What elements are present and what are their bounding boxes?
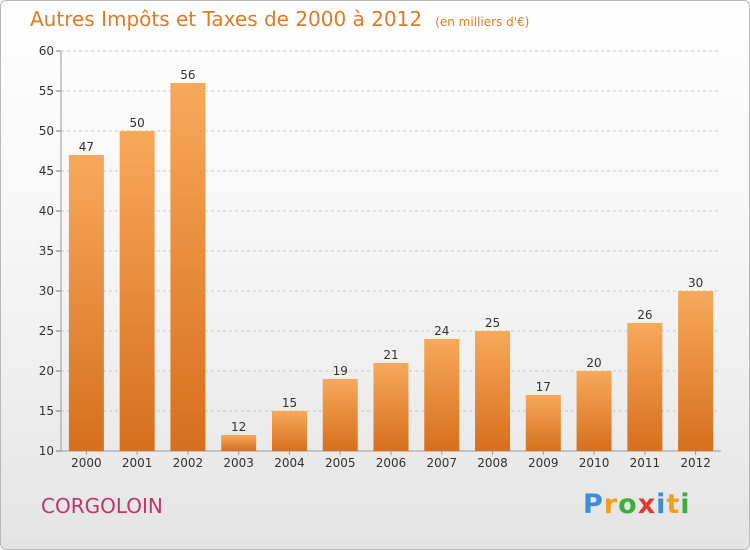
data-label: 50: [130, 116, 145, 130]
logo-letter: x: [637, 489, 657, 520]
data-label: 47: [79, 140, 94, 154]
y-tick-label: 50: [39, 124, 54, 138]
x-tick-label: 2007: [426, 456, 457, 470]
chart-title: Autres Impôts et Taxes de 2000 à 2012: [30, 7, 423, 31]
logo-letter: o: [618, 489, 638, 520]
y-tick-label: 35: [39, 244, 54, 258]
x-tick-label: 2005: [325, 456, 356, 470]
y-tick-label: 25: [39, 324, 54, 338]
logo-letter: t: [666, 489, 681, 520]
bar-2008: [475, 331, 511, 451]
data-label: 15: [282, 396, 297, 410]
bar-2012: [678, 291, 714, 451]
x-tick-label: 2011: [630, 456, 661, 470]
data-label: 25: [485, 316, 500, 330]
x-tick-label: 2009: [528, 456, 559, 470]
data-label: 12: [231, 420, 246, 434]
x-tick-label: 2012: [680, 456, 711, 470]
y-tick-label: 60: [39, 44, 54, 58]
x-tick-label: 2002: [173, 456, 204, 470]
logo-letter: P: [583, 489, 604, 520]
logo-letter: i: [680, 489, 691, 520]
data-label: 56: [180, 68, 195, 82]
y-tick-label: 45: [39, 164, 54, 178]
axes: 10 15 20 25 30 35 40 45 50 55 60 2000 2001 2002 2003 20…: [39, 44, 721, 470]
data-label: 17: [536, 380, 551, 394]
bar-2011: [627, 323, 663, 451]
data-label: 24: [434, 324, 449, 338]
bar-2005: [322, 379, 358, 451]
x-tick-label: 2008: [477, 456, 508, 470]
bar-2000: [68, 155, 104, 451]
data-label: 30: [688, 276, 703, 290]
data-label: 20: [586, 356, 601, 370]
data-label: 19: [333, 364, 348, 378]
commune-name: CORGOLOIN: [41, 494, 163, 518]
bar-2001: [119, 131, 155, 451]
bar-2006: [373, 363, 409, 451]
logo-letter: r: [603, 489, 619, 520]
y-tick-label: 55: [39, 84, 54, 98]
bar-2004: [271, 411, 307, 451]
x-tick-label: 2004: [274, 456, 305, 470]
bar-2003: [221, 435, 257, 451]
x-tick-label: 2006: [376, 456, 407, 470]
bar-2010: [576, 371, 612, 451]
y-tick-label: 10: [39, 444, 54, 458]
data-label: 21: [383, 348, 398, 362]
y-tick-label: 30: [39, 284, 54, 298]
bar-2007: [424, 339, 460, 451]
y-tick-label: 40: [39, 204, 54, 218]
bars: [68, 83, 714, 451]
x-tick-label: 2000: [71, 456, 102, 470]
x-tick-label: 2010: [579, 456, 610, 470]
data-labels: 47 50 56 12 15 19 21 24 25 17 20 26 30: [79, 68, 704, 434]
data-label: 26: [637, 308, 652, 322]
bar-2009: [525, 395, 561, 451]
proxiti-logo: Proxiti: [583, 489, 691, 520]
title-row: Autres Impôts et Taxes de 2000 à 2012 (e…: [30, 7, 529, 31]
x-tick-label: 2003: [223, 456, 254, 470]
bar-2002: [170, 83, 206, 451]
logo-letter: i: [656, 489, 667, 520]
x-tick-label: 2001: [122, 456, 153, 470]
y-tick-label: 15: [39, 404, 54, 418]
chart-unit: (en milliers d'€): [435, 15, 530, 29]
y-tick-label: 20: [39, 364, 54, 378]
